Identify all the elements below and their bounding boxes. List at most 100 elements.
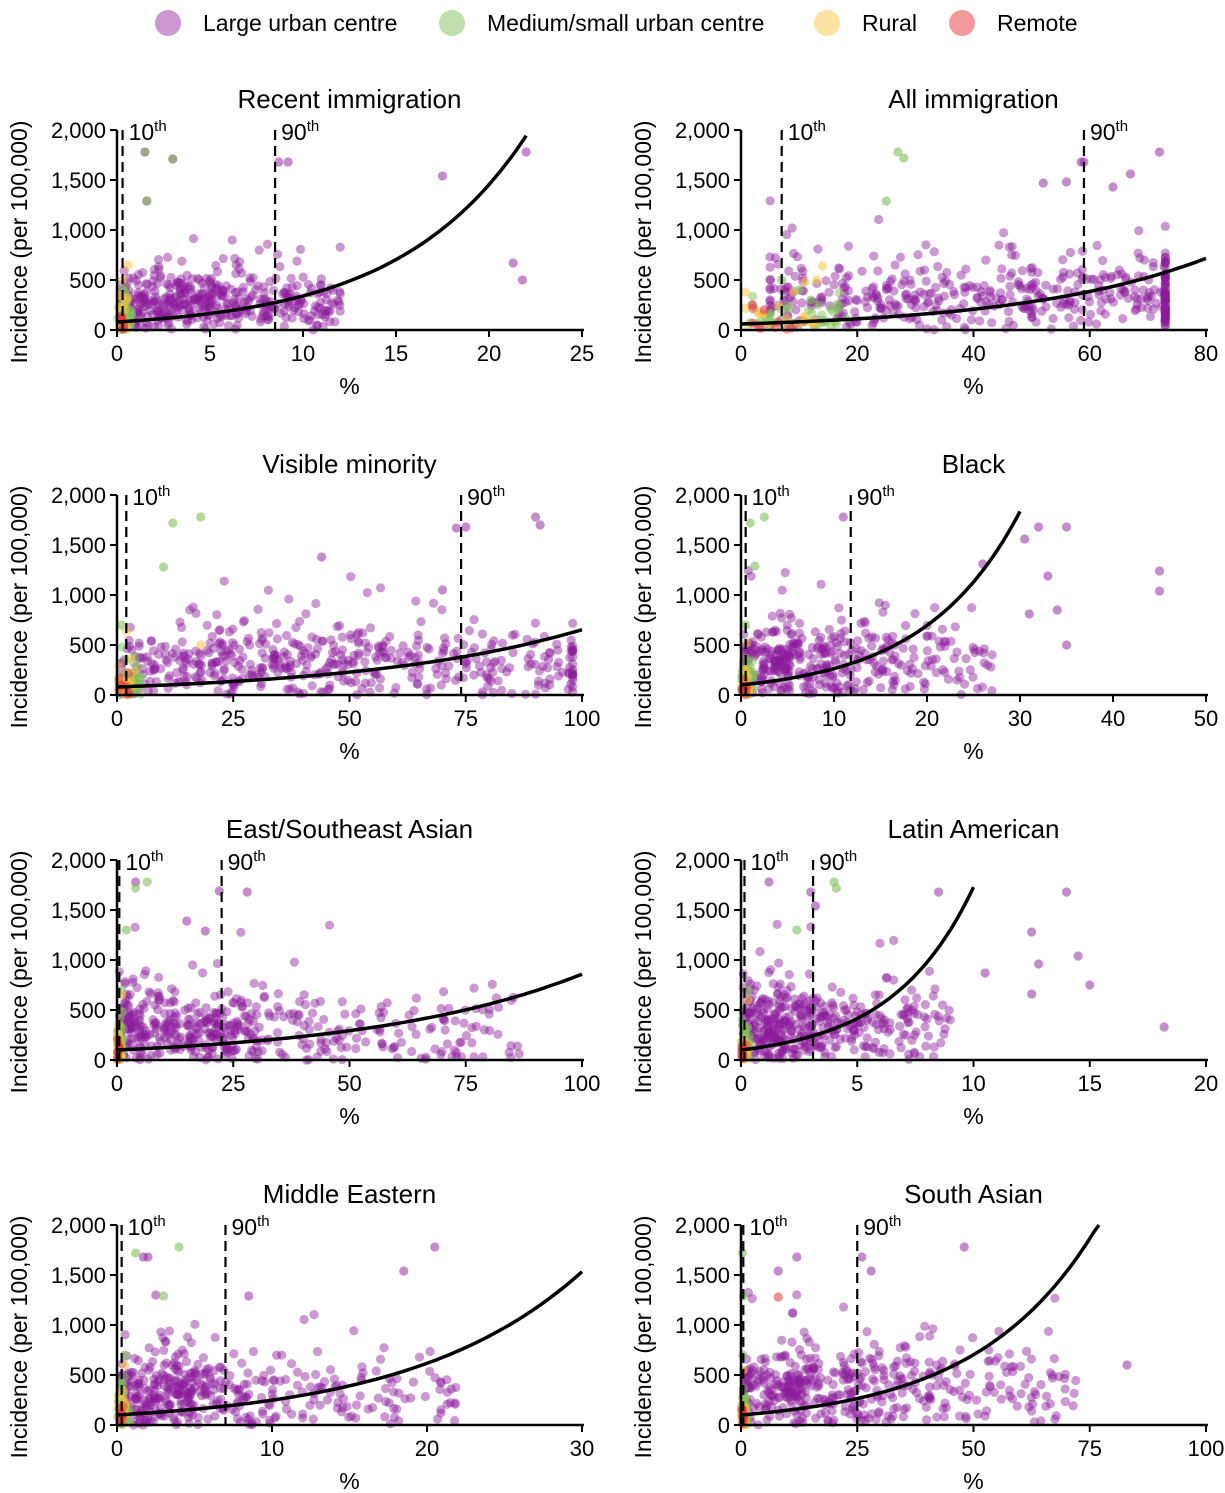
- point-large-urban: [1092, 240, 1102, 251]
- point-large-urban: [293, 306, 304, 317]
- point-medium-small-urban: [158, 562, 169, 572]
- point-large-urban: [163, 252, 173, 262]
- point-large-urban: [1136, 294, 1146, 304]
- point-large-urban: [754, 1038, 765, 1048]
- point-large-urban: [782, 625, 792, 635]
- point-large-urban: [829, 683, 839, 693]
- point-large-urban: [766, 666, 776, 676]
- point-large-urban: [919, 1012, 929, 1022]
- point-large-urban: [753, 1377, 763, 1387]
- point-large-urban: [773, 989, 783, 999]
- point-large-urban: [862, 1327, 872, 1337]
- point-large-urban: [867, 283, 877, 294]
- point-large-urban: [793, 1024, 803, 1034]
- point-large-urban: [776, 669, 786, 680]
- point-large-urban: [243, 998, 253, 1008]
- point-large-urban: [514, 1049, 524, 1059]
- panel-title: Recent immigration: [238, 84, 462, 114]
- point-large-urban: [270, 649, 280, 659]
- point-large-urban: [279, 1012, 289, 1022]
- point-large-urban: [141, 1030, 151, 1040]
- p90-label-suffix: th: [882, 483, 895, 500]
- point-large-urban: [292, 281, 302, 291]
- point-large-urban: [135, 321, 145, 331]
- point-large-urban: [770, 1370, 781, 1380]
- point-large-urban: [424, 644, 434, 654]
- point-large-urban: [937, 315, 947, 325]
- point-large-urban: [772, 919, 782, 930]
- point-large-urban: [930, 984, 940, 994]
- point-large-urban: [203, 292, 213, 302]
- point-large-urban: [380, 1383, 391, 1394]
- point-large-urban: [228, 1018, 239, 1028]
- point-large-urban: [1160, 294, 1170, 305]
- point-large-urban: [274, 1006, 284, 1016]
- point-large-urban: [246, 1008, 257, 1019]
- point-large-urban: [883, 283, 894, 293]
- y-tick-label: 1,500: [51, 533, 106, 558]
- point-large-urban: [146, 636, 157, 646]
- point-large-urban: [971, 1395, 982, 1405]
- point-large-urban: [1142, 293, 1152, 303]
- legend-marker-large-urban: [155, 10, 181, 36]
- point-large-urban: [955, 672, 965, 682]
- point-large-urban: [237, 1001, 247, 1012]
- point-large-urban: [779, 1016, 790, 1026]
- point-large-urban: [281, 630, 292, 641]
- point-large-urban: [934, 1016, 944, 1026]
- point-large-urban: [326, 655, 337, 665]
- point-large-urban: [295, 996, 305, 1007]
- fitted-curve: [116, 628, 583, 689]
- point-large-urban: [339, 659, 349, 669]
- point-large-urban: [753, 629, 763, 640]
- point-large-urban: [785, 609, 795, 619]
- point-large-urban: [151, 1018, 161, 1028]
- point-large-urban: [875, 1010, 885, 1021]
- point-large-urban: [451, 1047, 462, 1058]
- point-large-urban: [377, 1038, 387, 1049]
- point-large-urban: [140, 1033, 150, 1043]
- point-large-urban: [193, 273, 203, 283]
- point-large-urban: [162, 307, 172, 317]
- point-large-urban: [373, 1393, 383, 1403]
- point-large-urban: [931, 300, 941, 311]
- point-large-urban: [758, 993, 768, 1004]
- point-large-urban: [905, 275, 915, 285]
- y-tick-label: 500: [693, 633, 730, 658]
- point-large-urban: [765, 650, 775, 660]
- y-tick-label: 1,500: [51, 1263, 106, 1288]
- point-large-urban: [773, 645, 783, 655]
- point-large-urban: [134, 306, 144, 316]
- point-large-urban: [535, 520, 545, 530]
- point-large-urban: [320, 312, 330, 322]
- point-large-urban: [1118, 285, 1129, 295]
- point-large-urban: [177, 637, 187, 647]
- point-large-urban: [231, 1044, 241, 1054]
- point-large-urban: [148, 1015, 158, 1025]
- point-large-urban: [142, 652, 152, 662]
- point-large-urban: [769, 1014, 779, 1024]
- point-large-urban: [857, 266, 867, 276]
- point-large-urban: [878, 607, 888, 617]
- point-large-urban: [764, 967, 774, 978]
- point-large-urban: [815, 998, 826, 1008]
- point-large-urban: [967, 282, 978, 292]
- x-tick-label: 100: [1188, 1436, 1225, 1461]
- point-large-urban: [952, 647, 962, 657]
- point-large-urban: [759, 659, 770, 669]
- point-large-urban: [787, 1048, 797, 1058]
- point-large-urban: [186, 284, 196, 294]
- point-large-urban: [313, 309, 323, 320]
- point-large-urban: [373, 643, 384, 653]
- point-large-urban: [187, 1035, 197, 1045]
- point-large-urban: [903, 1003, 913, 1013]
- point-large-urban: [755, 1033, 765, 1043]
- point-large-urban: [804, 1021, 814, 1031]
- point-large-urban: [298, 646, 308, 656]
- point-large-urban: [127, 1009, 137, 1019]
- point-large-urban: [182, 671, 192, 682]
- point-large-urban: [164, 280, 174, 290]
- point-large-urban: [910, 1048, 920, 1059]
- point-large-urban: [756, 684, 766, 694]
- point-large-urban: [829, 1013, 839, 1024]
